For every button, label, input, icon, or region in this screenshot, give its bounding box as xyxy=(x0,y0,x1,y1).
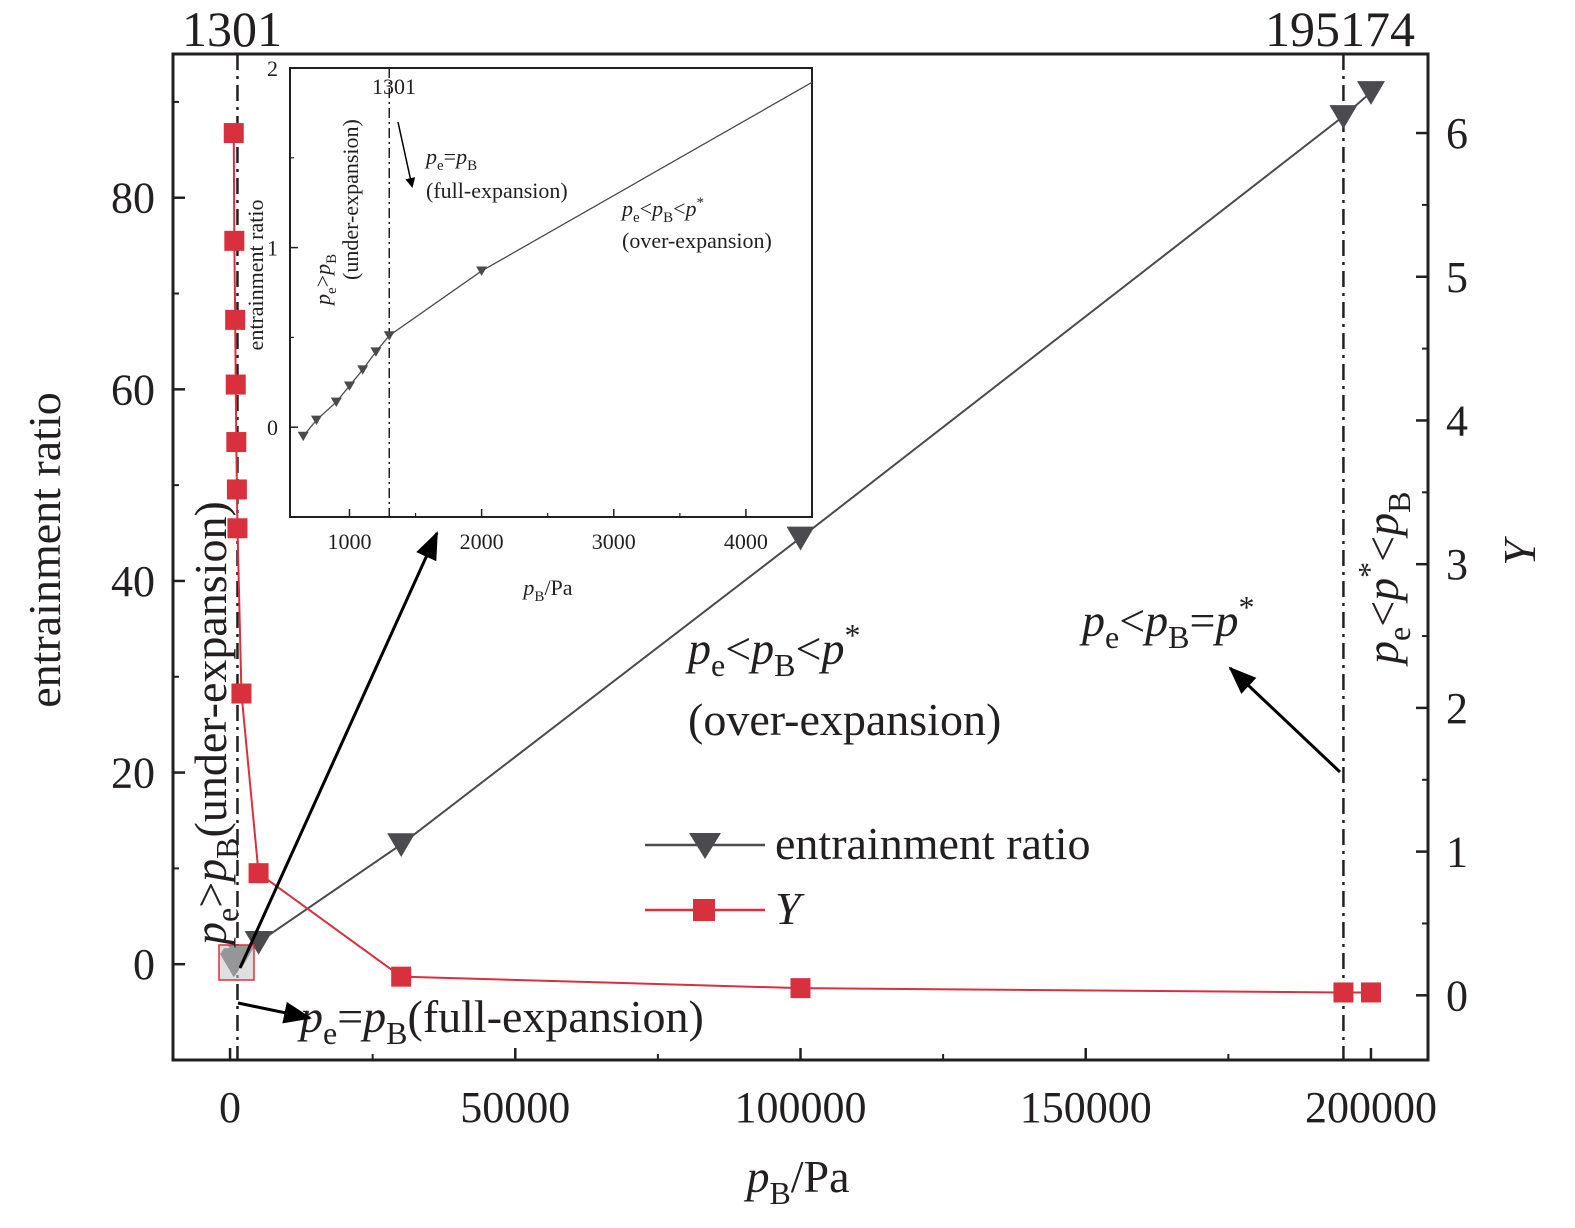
inset-series xyxy=(297,81,813,442)
right-y-tick-label: 3 xyxy=(1446,540,1468,589)
Y-point xyxy=(224,230,245,251)
left-y-tick-label: 40 xyxy=(111,557,155,606)
annotation-under-expansion: pe>pB(under-expansion) xyxy=(185,501,245,948)
right-y-tick-label: 4 xyxy=(1446,396,1468,445)
inset-arrow-full xyxy=(397,121,416,188)
left-y-axis-ticks: 0 20 40 60 80 xyxy=(111,100,185,1061)
inset-point xyxy=(357,365,369,375)
arrow-to-inset xyxy=(238,531,439,969)
inset-over-condition: pe<pB<p* xyxy=(620,195,704,226)
inset-x-tick-label: 4000 xyxy=(724,529,768,554)
Y-point xyxy=(1360,982,1381,1003)
right-y-tick-label: 5 xyxy=(1446,253,1468,302)
inset-point xyxy=(343,381,355,391)
x-tick-label: 50000 xyxy=(460,1083,570,1132)
arrow-full-expansion xyxy=(237,1001,312,1024)
inset-full-condition: pe=pB xyxy=(424,144,477,174)
x-tick-label: 200000 xyxy=(1305,1083,1437,1132)
arrow-critical xyxy=(1228,666,1342,774)
right-y-tick-label: 1 xyxy=(1446,828,1468,877)
entrainment-point xyxy=(1356,81,1385,105)
Y-point xyxy=(227,518,248,539)
left-y-tick-label: 60 xyxy=(111,365,155,414)
inset-point xyxy=(476,266,488,276)
annotation-full-expansion: pe=pB(full-expansion) xyxy=(297,991,704,1051)
inset-x-tick-label: 2000 xyxy=(460,529,504,554)
legend-label-Y: Y xyxy=(775,883,805,934)
left-y-axis-title: entrainment ratio xyxy=(19,392,70,708)
legend-marker-Y xyxy=(693,899,715,921)
left-y-tick-label: 0 xyxy=(133,940,155,989)
x-axis-title: pB/Pa xyxy=(743,1151,849,1211)
x-tick-label: 0 xyxy=(219,1083,241,1132)
entrainment-point xyxy=(1329,105,1358,129)
x-tick-label: 100000 xyxy=(735,1083,867,1132)
inset-ticks: 1000 2000 3000 4000 0 1 2 xyxy=(267,56,768,554)
right-y-axis-title: Y xyxy=(1494,536,1545,566)
entrainment-point xyxy=(786,526,815,551)
left-y-tick-label: 80 xyxy=(111,174,155,223)
top-label-1301: 1301 xyxy=(182,1,282,57)
inset-under-condition: pe>pB xyxy=(310,254,340,307)
Y-point xyxy=(225,309,246,330)
inset-point xyxy=(330,397,342,408)
inset-under-label: (under-expansion) xyxy=(338,119,363,280)
x-tick-label: 150000 xyxy=(1020,1083,1152,1132)
entrainment-point xyxy=(244,930,273,955)
entrainment-point xyxy=(387,833,416,858)
inset-y-tick-label: 0 xyxy=(267,415,278,440)
x-axis-ticks: 0 50000 100000 150000 200000 xyxy=(219,1048,1437,1132)
inset-y-tick-label: 2 xyxy=(267,56,278,81)
inset-x-title: pB/Pa xyxy=(521,575,572,605)
right-y-tick-label: 6 xyxy=(1446,109,1468,158)
legend-marker-entrainment xyxy=(689,833,721,859)
inset-point xyxy=(297,431,309,442)
inset-y-title: entrainment ratio xyxy=(243,200,268,351)
annotation-beyond-critical: pe<p*<pB xyxy=(1351,492,1417,667)
Y-point xyxy=(248,863,269,884)
inset-x-tick-label: 3000 xyxy=(592,529,636,554)
inset-vline-label: 1301 xyxy=(372,74,416,99)
right-y-axis-ticks: 0 1 2 3 4 5 6 xyxy=(1416,109,1468,1020)
top-label-195174: 195174 xyxy=(1265,1,1415,57)
series-Y xyxy=(223,123,1381,1003)
inset-over-label: (over-expansion) xyxy=(622,228,772,253)
inset-full-label: (full-expansion) xyxy=(426,178,568,203)
inset-point xyxy=(310,415,322,425)
legend: entrainment ratio Y xyxy=(645,818,1091,934)
right-y-tick-label: 2 xyxy=(1446,684,1468,733)
Y-point xyxy=(391,966,412,987)
inset-x-tick-label: 1000 xyxy=(327,529,371,554)
inset-point xyxy=(370,347,382,357)
annotation-over-expansion-label: (over-expansion) xyxy=(688,694,1001,745)
inset-y-tick-label: 1 xyxy=(267,236,278,261)
inset-point xyxy=(383,331,395,341)
Y-point xyxy=(231,683,252,704)
inset-chart: 1000 2000 3000 4000 0 1 2 1301 entrainment rat… xyxy=(243,56,813,605)
left-y-tick-label: 20 xyxy=(111,749,155,798)
annotation-critical-equal: pe<pB=p* xyxy=(1079,589,1254,655)
Y-point xyxy=(226,479,247,500)
Y-point xyxy=(223,123,244,144)
Y-point xyxy=(790,978,811,999)
Y-point xyxy=(1333,982,1354,1003)
legend-label-entrainment: entrainment ratio xyxy=(775,818,1091,869)
Y-point xyxy=(225,374,246,395)
inset-frame xyxy=(289,67,813,518)
right-y-tick-label: 0 xyxy=(1446,971,1468,1020)
Y-point xyxy=(226,432,247,453)
annotation-over-expansion-condition: pe<pB<p* xyxy=(685,617,860,683)
